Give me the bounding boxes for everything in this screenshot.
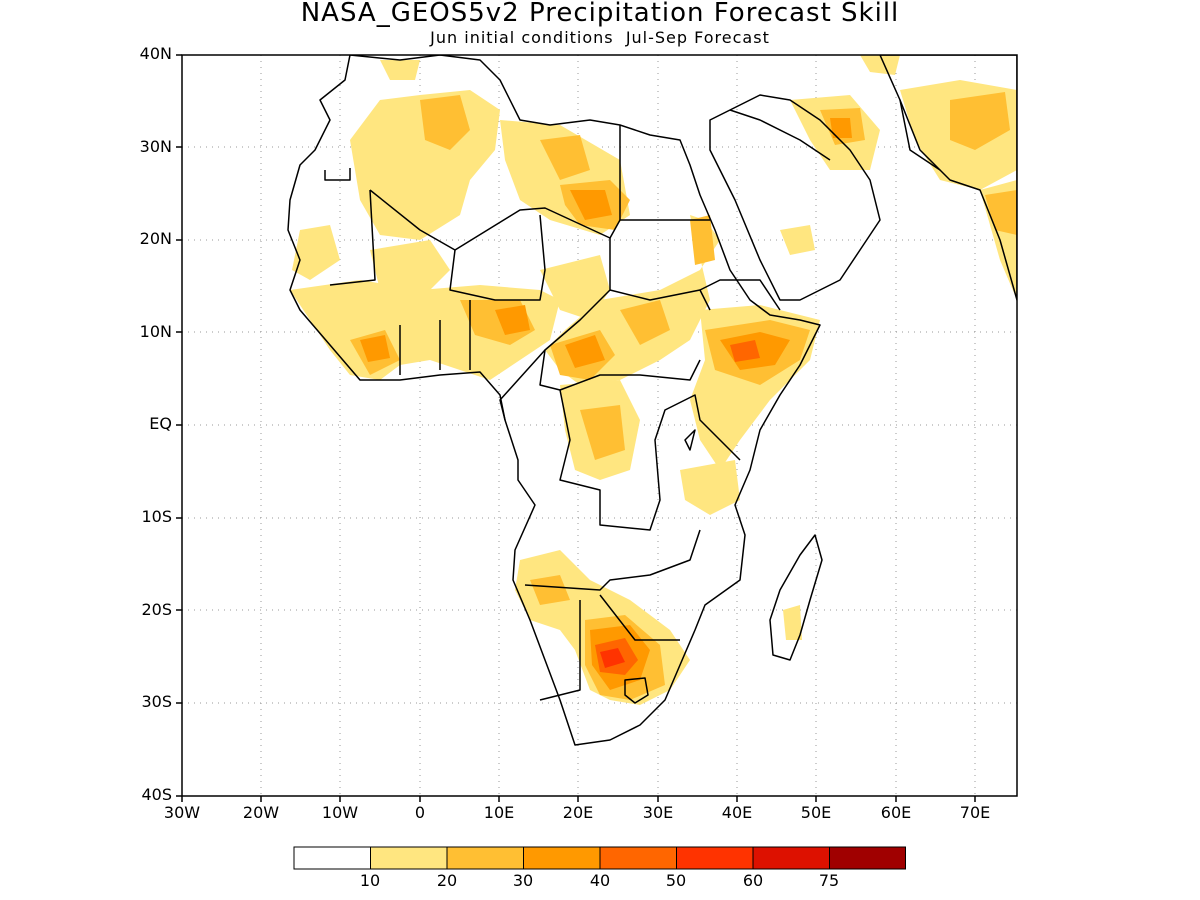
lon-label: 0 bbox=[414, 803, 426, 822]
lon-label: 20W bbox=[242, 803, 280, 822]
map-title: NASA_GEOS5v2 Precipitation Forecast Skil… bbox=[300, 0, 900, 28]
lon-label: 50E bbox=[800, 803, 832, 822]
lon-label: 20E bbox=[562, 803, 594, 822]
lat-label: 40S bbox=[141, 785, 172, 804]
lat-label: 40N bbox=[139, 44, 172, 63]
axis-ticks bbox=[176, 54, 976, 802]
lon-label: 60E bbox=[880, 803, 912, 822]
skill-shading-50-60 bbox=[600, 648, 625, 668]
lon-label: 70E bbox=[959, 803, 991, 822]
lat-label: 30S bbox=[141, 692, 172, 711]
coastlines bbox=[287, 55, 1017, 746]
colorbar-label: 60 bbox=[742, 871, 764, 890]
colorbar-swatch bbox=[599, 846, 677, 870]
colorbar-swatch bbox=[752, 846, 830, 870]
colorbar-label: 40 bbox=[589, 871, 611, 890]
lon-label: 10E bbox=[483, 803, 515, 822]
colorbar-swatch bbox=[446, 846, 524, 870]
lat-label: 20N bbox=[139, 229, 172, 248]
lat-label: EQ bbox=[149, 414, 172, 433]
lon-label: 30W bbox=[163, 803, 201, 822]
lat-label: 20S bbox=[141, 600, 172, 619]
colorbar-swatch bbox=[676, 846, 754, 870]
colorbar-label: 30 bbox=[512, 871, 534, 890]
lat-label: 10S bbox=[141, 507, 172, 526]
lat-label: 10N bbox=[139, 322, 172, 341]
map-subtitle: Jun initial conditions Jul-Sep Forecast bbox=[430, 28, 770, 47]
lon-label: 10W bbox=[321, 803, 359, 822]
colorbar-label: 50 bbox=[665, 871, 687, 890]
colorbar-label: 20 bbox=[436, 871, 458, 890]
lat-label: 30N bbox=[139, 137, 172, 156]
colorbar-swatch bbox=[370, 846, 448, 870]
colorbar-swatch bbox=[523, 846, 601, 870]
colorbar bbox=[293, 846, 906, 870]
lon-label: 30E bbox=[642, 803, 674, 822]
colorbar-label: 10 bbox=[359, 871, 381, 890]
lon-label: 40E bbox=[721, 803, 753, 822]
colorbar-label: 75 bbox=[818, 871, 840, 890]
colorbar-swatch bbox=[829, 846, 906, 870]
colorbar-swatch bbox=[293, 846, 371, 870]
